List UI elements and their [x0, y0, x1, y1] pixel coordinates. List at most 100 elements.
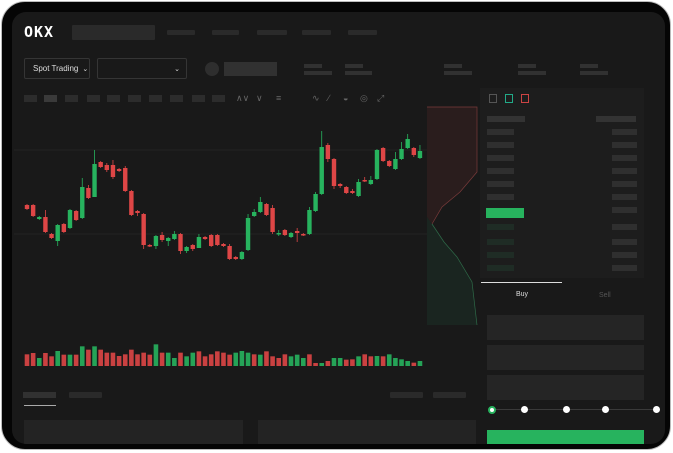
nav-item[interactable]	[167, 30, 195, 35]
candle-body	[43, 217, 48, 232]
camera-icon[interactable]: ◒	[343, 93, 349, 103]
candle-body	[123, 168, 128, 191]
nav-item[interactable]	[302, 30, 331, 35]
price-chart[interactable]	[12, 12, 665, 444]
sell-tab[interactable]: Sell	[599, 292, 611, 299]
volume-bar	[319, 363, 325, 366]
bottom-action[interactable]	[433, 392, 466, 398]
stat-label	[580, 64, 598, 68]
bottom-tab-history[interactable]	[69, 392, 102, 398]
bid-price	[487, 239, 514, 245]
timeframe-button[interactable]	[192, 95, 205, 102]
bid-price	[487, 252, 514, 258]
volume-bar	[337, 358, 343, 366]
candle-body	[380, 148, 386, 161]
timeframe-button[interactable]	[87, 95, 100, 102]
bid-price	[487, 265, 514, 271]
book-bids-icon[interactable]	[505, 94, 513, 103]
book-header-price	[487, 116, 525, 122]
candle-body	[387, 161, 392, 166]
volume-bar	[221, 352, 226, 366]
slider-step[interactable]	[563, 406, 570, 413]
search-bar[interactable]	[72, 25, 155, 40]
candle-body	[104, 165, 110, 170]
candle-body	[184, 247, 189, 251]
buy-tab[interactable]: Buy	[516, 291, 529, 298]
slider-step[interactable]	[602, 406, 609, 413]
line-tool-icon[interactable]: ∿	[312, 93, 320, 103]
bottom-panel-right	[258, 420, 476, 444]
candle-body	[319, 147, 324, 194]
volume-bar	[73, 354, 79, 366]
slider-step[interactable]	[521, 406, 528, 413]
volume-bar	[245, 352, 251, 366]
candle-body	[239, 252, 245, 259]
chevron-down-icon[interactable]: ∨	[256, 93, 263, 103]
nav-item[interactable]	[348, 30, 377, 35]
volume-bar	[331, 358, 337, 366]
timeframe-button[interactable]	[44, 95, 57, 102]
timeframe-button[interactable]	[24, 95, 37, 102]
timeframe-button[interactable]	[65, 95, 78, 102]
amount-input[interactable]	[487, 345, 644, 370]
bottom-tab-underline	[24, 405, 56, 406]
candle-type-icon[interactable]: ≡	[276, 93, 282, 103]
candle-body	[196, 237, 202, 248]
volume-bar	[67, 354, 73, 366]
leverage-slider[interactable]	[491, 409, 659, 410]
spot-trading-dropdown[interactable]: Spot Trading ⌄	[24, 58, 90, 79]
slider-step[interactable]	[653, 406, 660, 413]
candle-body	[368, 180, 374, 184]
candle-body	[374, 150, 380, 179]
bid-amount	[612, 239, 637, 245]
timeframe-button[interactable]	[149, 95, 162, 102]
bottom-tab-orders[interactable]	[23, 392, 56, 398]
volume-bar	[380, 356, 386, 366]
bottom-action[interactable]	[390, 392, 423, 398]
candle-body	[80, 187, 85, 218]
volume-bar	[153, 344, 159, 366]
ask-amount	[612, 129, 637, 135]
timeframe-button[interactable]	[170, 95, 183, 102]
volume-bar	[301, 358, 306, 366]
volume-bar	[79, 346, 85, 366]
volume-bar	[178, 352, 183, 366]
volume-bar	[294, 354, 300, 366]
candle-body	[337, 184, 343, 186]
volume-bar	[116, 356, 122, 366]
bid-amount	[612, 224, 637, 230]
timeframe-button[interactable]	[107, 95, 120, 102]
book-asks-icon[interactable]	[521, 94, 529, 103]
bottom-panel-left	[24, 420, 243, 444]
indicator-icon[interactable]: ∧∨	[236, 93, 250, 103]
settings-icon[interactable]: ◎	[360, 93, 368, 103]
stat-value	[304, 71, 332, 75]
slider-handle[interactable]	[488, 406, 496, 414]
volume-bar	[239, 351, 245, 366]
candle-body	[24, 205, 30, 209]
fullscreen-icon[interactable]: ⤢	[377, 93, 385, 103]
timeframe-button[interactable]	[212, 95, 225, 102]
volume-bar	[276, 358, 282, 366]
volume-bar	[208, 354, 214, 366]
ruler-icon[interactable]: ∕	[328, 93, 330, 103]
coin-icon	[205, 62, 219, 76]
buy-button[interactable]	[487, 430, 644, 444]
pair-selector-dropdown[interactable]: ⌄	[97, 58, 187, 79]
volume-bar	[49, 356, 54, 366]
volume-bar	[362, 354, 367, 366]
price-input[interactable]	[487, 315, 644, 340]
volume-bar	[356, 356, 361, 366]
volume-bar	[227, 354, 232, 366]
candle-body	[405, 139, 410, 148]
candle-body	[67, 210, 73, 228]
book-both-icon[interactable]	[489, 94, 497, 103]
total-input[interactable]	[487, 375, 644, 400]
timeframe-button[interactable]	[128, 95, 141, 102]
volume-bar	[282, 354, 288, 366]
nav-item[interactable]	[212, 30, 239, 35]
stat-label	[444, 64, 462, 68]
nav-item[interactable]	[257, 30, 287, 35]
ask-amount	[612, 207, 637, 213]
candle-body	[178, 234, 183, 251]
